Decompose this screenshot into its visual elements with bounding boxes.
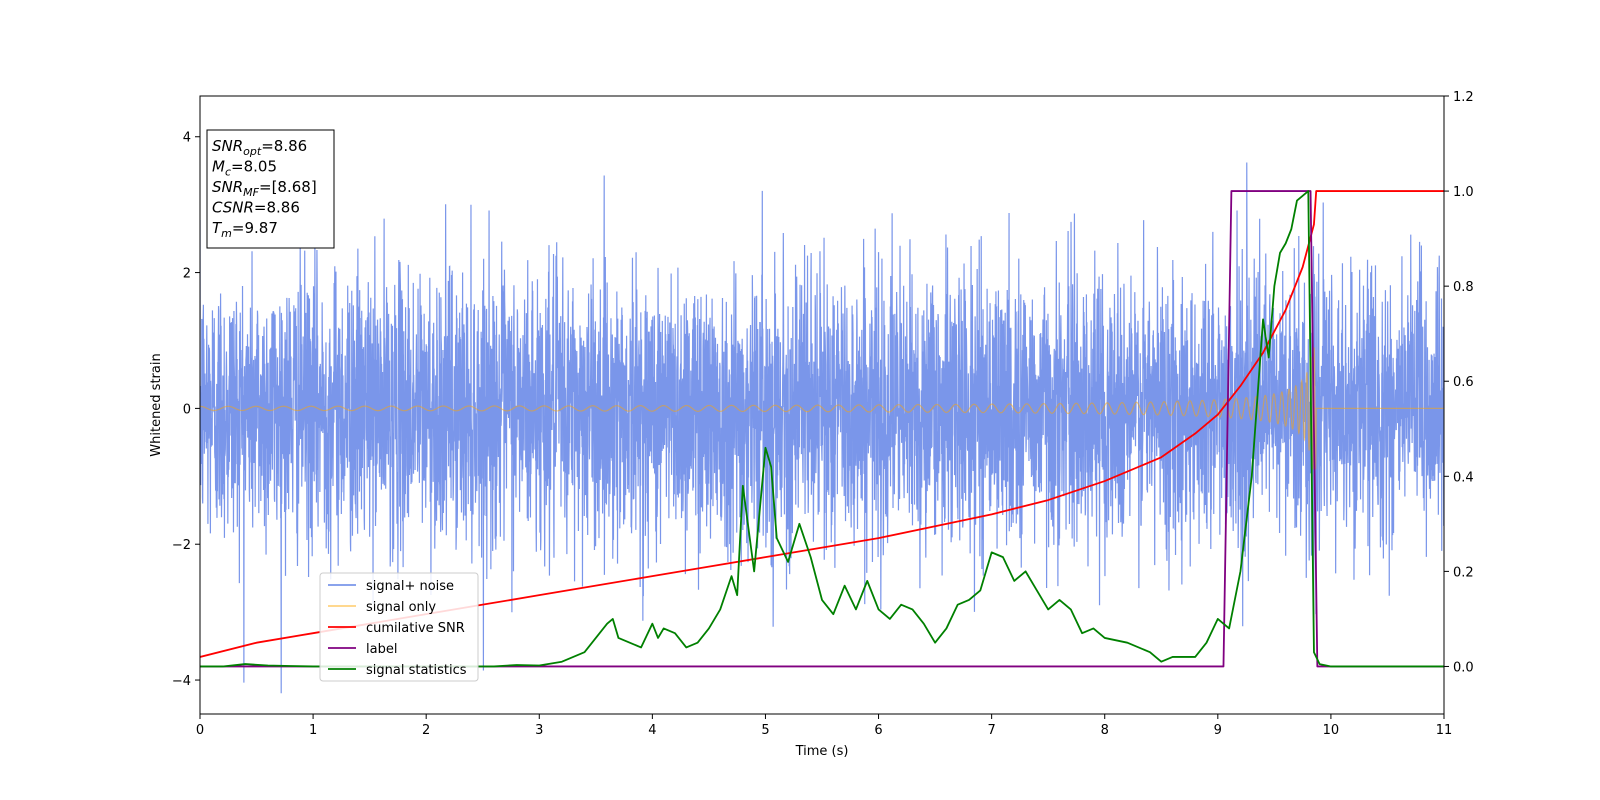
y-left-tick-label: −4	[172, 674, 191, 689]
y-left-tick-label: 2	[183, 267, 191, 282]
annotation-var: SNR	[212, 137, 243, 155]
x-tick-label: 10	[1323, 723, 1340, 738]
annotation-value: =8.05	[231, 158, 277, 176]
x-tick-label: 2	[422, 723, 430, 738]
y-left-tick-label: 4	[183, 131, 191, 146]
legend-entry-label: cumilative SNR	[366, 621, 465, 636]
annotation-line: Mc=8.05	[212, 158, 277, 179]
annotation-value: =[8.68]	[259, 178, 317, 196]
legend-entry-label: signal+ noise	[366, 579, 454, 594]
y-right-tick-label: 0.4	[1453, 470, 1474, 485]
legend: signal+ noise signal only cumilative SNR la…	[319, 572, 479, 682]
annotation-value: =8.86	[254, 199, 300, 217]
annotation-var: M	[212, 158, 225, 176]
annotation-sub: opt	[243, 145, 262, 158]
annotation-var: T	[212, 219, 223, 237]
y-right-tick-label: 0.6	[1453, 375, 1474, 390]
x-tick-label: 9	[1214, 723, 1222, 738]
y-axis-label: Whitened strain	[149, 353, 164, 456]
annotation-box: SNRopt=8.86Mc=8.05SNRMF=[8.68]CSNR=8.86T…	[206, 129, 335, 249]
x-axis: 0 1 2 3 4 5 6 7 8 9 10 11	[196, 714, 1452, 738]
y-left-tick-label: −2	[172, 538, 191, 553]
annotation-value: =9.87	[232, 219, 278, 237]
annotation-line: SNRMF=[8.68]	[212, 178, 317, 199]
annotation-var: CSNR	[212, 199, 254, 217]
x-tick-label: 11	[1436, 723, 1453, 738]
x-tick-label: 6	[874, 723, 882, 738]
series-signal-only-line	[200, 347, 1444, 470]
series-signal-noise-line	[200, 162, 1444, 694]
legend-entry-label: signal statistics	[366, 663, 467, 678]
annotation-sub: c	[225, 166, 231, 179]
annotation-sub: m	[221, 227, 232, 240]
annotation-value: =8.86	[261, 137, 307, 155]
y-axis-left: −4 −2 0 2 4	[172, 131, 200, 689]
annotation-frame	[206, 129, 335, 249]
legend-frame	[319, 572, 479, 682]
series-signal-statistics-line	[200, 190, 1444, 668]
x-axis-label: Time (s)	[795, 744, 849, 759]
annotation-var: SNR	[212, 178, 243, 196]
y-axis-right: 0.0 0.2 0.4 0.6 0.8 1.0 1.2	[1444, 90, 1474, 675]
y-right-tick-label: 1.0	[1453, 185, 1474, 200]
legend-entry-label: signal only	[366, 600, 436, 615]
annotation-line: SNRopt=8.86	[212, 137, 307, 158]
legend-entry-label: label	[366, 642, 397, 657]
y-right-tick-label: 1.2	[1453, 90, 1474, 105]
x-tick-label: 4	[648, 723, 656, 738]
y-right-tick-label: 0.0	[1453, 660, 1474, 675]
x-tick-label: 8	[1101, 723, 1109, 738]
annotation-line: Tm=9.87	[212, 219, 278, 240]
y-left-tick-label: 0	[183, 402, 191, 417]
x-tick-label: 1	[309, 723, 317, 738]
x-tick-label: 0	[196, 723, 204, 738]
x-tick-label: 7	[987, 723, 995, 738]
x-tick-label: 3	[535, 723, 543, 738]
y-right-tick-label: 0.2	[1453, 565, 1474, 580]
y-right-tick-label: 0.8	[1453, 280, 1474, 295]
annotation-sub: MF	[243, 186, 259, 199]
plot-frame	[199, 95, 1445, 715]
x-tick-label: 5	[761, 723, 769, 738]
annotation-line: CSNR=8.86	[212, 199, 300, 217]
